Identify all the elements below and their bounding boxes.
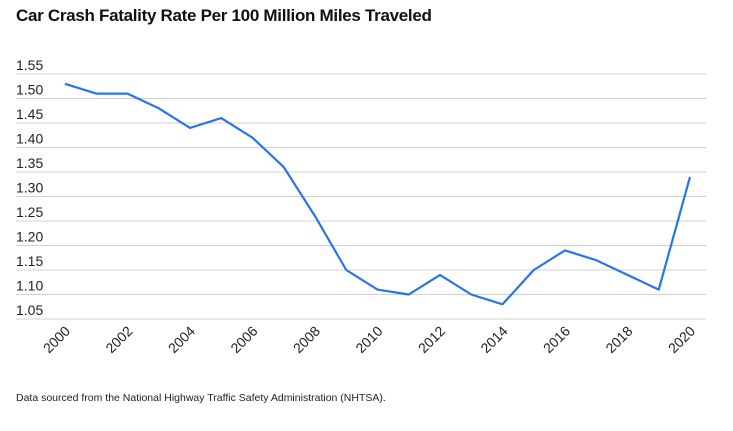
y-tick-label: 1.40 bbox=[16, 131, 43, 147]
x-tick-label: 2016 bbox=[540, 323, 573, 356]
chart-title: Car Crash Fatality Rate Per 100 Million … bbox=[16, 6, 432, 25]
y-tick-label: 1.30 bbox=[16, 180, 43, 196]
data-point[interactable] bbox=[92, 90, 100, 98]
x-tick-label: 2012 bbox=[415, 323, 448, 356]
y-tick-label: 1.25 bbox=[16, 204, 43, 220]
y-tick-label: 1.45 bbox=[16, 106, 43, 122]
data-point[interactable] bbox=[155, 104, 163, 112]
x-tick-label: 2002 bbox=[102, 323, 135, 356]
data-point[interactable] bbox=[467, 291, 475, 299]
data-point[interactable] bbox=[61, 80, 69, 88]
series-line bbox=[64, 82, 692, 306]
y-tick-label: 1.05 bbox=[16, 302, 43, 318]
data-point[interactable] bbox=[561, 246, 569, 254]
y-tick-label: 1.35 bbox=[16, 155, 43, 171]
data-point[interactable] bbox=[249, 134, 257, 142]
data-point[interactable] bbox=[436, 271, 444, 279]
data-point[interactable] bbox=[374, 286, 382, 294]
data-point[interactable] bbox=[624, 271, 632, 279]
x-tick-label: 2018 bbox=[602, 323, 635, 356]
x-tick-label: 2004 bbox=[165, 323, 198, 356]
y-tick-label: 1.55 bbox=[16, 57, 43, 73]
data-point[interactable] bbox=[186, 124, 194, 132]
data-point[interactable] bbox=[686, 173, 694, 181]
source-note: Data sourced from the National Highway T… bbox=[16, 392, 386, 404]
data-point[interactable] bbox=[592, 256, 600, 264]
x-tick-label: 2008 bbox=[290, 323, 323, 356]
x-tick-label: 2020 bbox=[665, 323, 698, 356]
y-tick-label: 1.15 bbox=[16, 253, 43, 269]
data-point[interactable] bbox=[342, 266, 350, 274]
x-tick-label: 2006 bbox=[227, 323, 260, 356]
data-point[interactable] bbox=[405, 291, 413, 299]
data-point[interactable] bbox=[311, 212, 319, 220]
data-point[interactable] bbox=[530, 266, 538, 274]
x-tick-label: 2014 bbox=[477, 323, 510, 356]
data-point[interactable] bbox=[124, 90, 132, 98]
x-tick-label: 2010 bbox=[352, 323, 385, 356]
data-point[interactable] bbox=[280, 163, 288, 171]
data-point[interactable] bbox=[499, 300, 507, 308]
y-tick-label: 1.20 bbox=[16, 229, 43, 245]
x-tick-label: 2000 bbox=[40, 323, 73, 356]
data-point[interactable] bbox=[217, 114, 225, 122]
data-point[interactable] bbox=[655, 286, 663, 294]
y-tick-label: 1.50 bbox=[16, 82, 43, 98]
y-tick-label: 1.10 bbox=[16, 278, 43, 294]
